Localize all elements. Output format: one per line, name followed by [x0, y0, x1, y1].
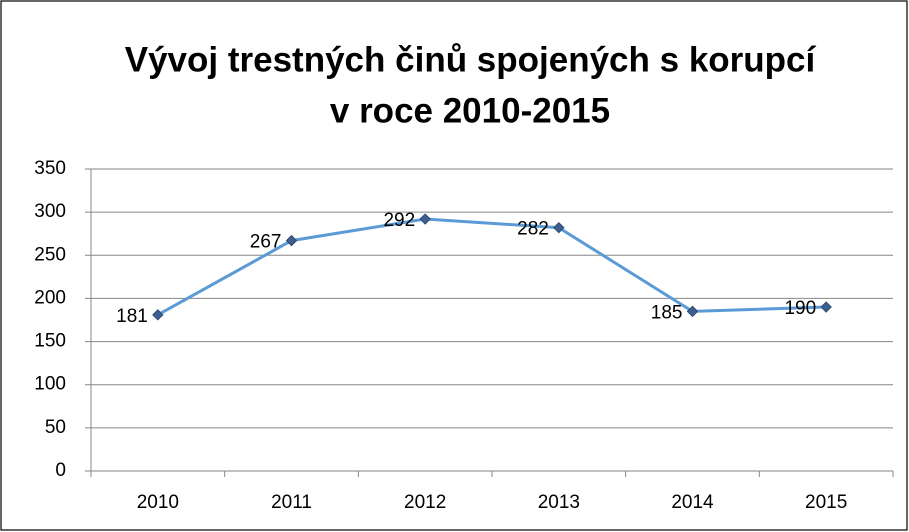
- y-tick-label: 0: [55, 460, 66, 481]
- x-tick-label: 2014: [671, 492, 714, 513]
- chart-title: Vývoj trestných činů spojených s korupcí: [125, 40, 817, 79]
- y-tick-label: 150: [34, 331, 66, 352]
- y-tick-label: 100: [34, 374, 66, 395]
- y-tick-label: 300: [34, 201, 66, 222]
- marker: [419, 213, 431, 225]
- x-tick-label: 2011: [271, 492, 312, 513]
- marker: [820, 301, 832, 313]
- data-label: 190: [784, 298, 816, 319]
- marker: [152, 309, 164, 321]
- x-tick-label: 2013: [538, 492, 580, 513]
- y-tick-label: 200: [34, 287, 66, 308]
- x-tick-label: 2015: [805, 492, 847, 513]
- marker: [285, 234, 298, 247]
- marker: [553, 221, 565, 234]
- data-label: 282: [517, 219, 549, 240]
- y-tick-label: 350: [34, 158, 66, 179]
- line-series: [157, 217, 827, 317]
- data-label: 185: [651, 302, 683, 323]
- x-tick-label: 2010: [137, 492, 179, 513]
- data-label: 292: [383, 210, 415, 231]
- y-tick-label: 50: [45, 417, 66, 438]
- data-label: 181: [116, 306, 148, 327]
- y-tick-label: 250: [34, 244, 66, 265]
- marker: [686, 305, 699, 318]
- chart-title: v roce 2010-2015: [330, 91, 610, 130]
- x-tick-label: 2012: [404, 492, 446, 513]
- data-label: 267: [250, 232, 282, 253]
